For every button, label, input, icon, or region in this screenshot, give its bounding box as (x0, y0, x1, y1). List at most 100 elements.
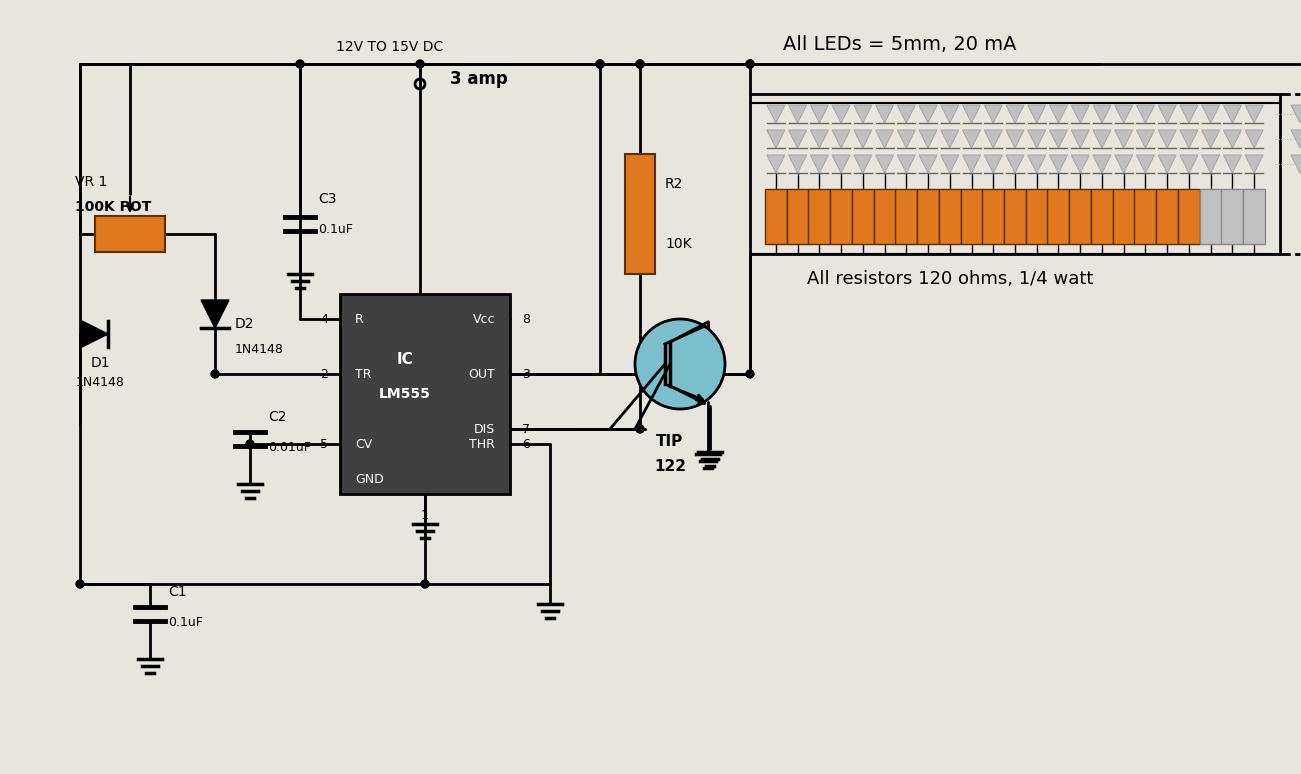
Circle shape (297, 60, 304, 68)
Circle shape (596, 60, 604, 68)
Text: 3 amp: 3 amp (450, 70, 507, 88)
Polygon shape (1006, 130, 1024, 148)
Polygon shape (1180, 105, 1198, 123)
Text: 122: 122 (654, 459, 686, 474)
Polygon shape (1115, 155, 1133, 173)
Bar (95, 216, 165, 252)
Text: 0.1uF: 0.1uF (317, 222, 353, 235)
Text: TR: TR (355, 368, 372, 381)
Text: Vcc: Vcc (472, 313, 494, 326)
Polygon shape (1071, 130, 1089, 148)
Text: THR: THR (470, 437, 494, 450)
Text: R: R (355, 313, 364, 326)
Polygon shape (766, 130, 785, 148)
Bar (340, 294, 510, 494)
Polygon shape (1137, 105, 1154, 123)
Polygon shape (1050, 105, 1068, 123)
Bar (917, 189, 939, 244)
Bar (624, 154, 654, 274)
Circle shape (745, 60, 755, 68)
Polygon shape (1050, 130, 1068, 148)
Text: 1N4148: 1N4148 (75, 376, 125, 389)
Polygon shape (985, 155, 1002, 173)
Polygon shape (1093, 155, 1111, 173)
Bar (982, 189, 1004, 244)
Circle shape (416, 60, 424, 68)
Polygon shape (1291, 155, 1301, 173)
Bar (852, 189, 874, 244)
Polygon shape (876, 155, 894, 173)
Bar (1047, 189, 1069, 244)
Bar (1157, 189, 1179, 244)
Polygon shape (833, 130, 850, 148)
Polygon shape (1028, 130, 1046, 148)
Polygon shape (1071, 155, 1089, 173)
Polygon shape (963, 105, 981, 123)
Text: 12V TO 15V DC: 12V TO 15V DC (337, 40, 444, 54)
Polygon shape (919, 130, 937, 148)
Bar (1134, 189, 1157, 244)
Text: 6: 6 (522, 437, 530, 450)
Circle shape (75, 580, 85, 588)
Text: 2: 2 (320, 368, 328, 381)
Polygon shape (1223, 105, 1241, 123)
Polygon shape (876, 130, 894, 148)
Polygon shape (853, 130, 872, 148)
Polygon shape (1115, 105, 1133, 123)
Circle shape (246, 440, 254, 448)
Bar (749, 94, 1280, 254)
Bar (765, 189, 787, 244)
Polygon shape (941, 155, 959, 173)
Bar (808, 189, 830, 244)
Bar (1092, 189, 1112, 244)
Polygon shape (898, 155, 916, 173)
Polygon shape (876, 105, 894, 123)
Polygon shape (1050, 155, 1068, 173)
Text: 3: 3 (522, 368, 530, 381)
Polygon shape (766, 155, 785, 173)
Bar (895, 189, 917, 244)
Text: 100K POT: 100K POT (75, 200, 151, 214)
Circle shape (745, 370, 755, 378)
Bar (830, 189, 852, 244)
Polygon shape (1137, 155, 1154, 173)
Text: R2: R2 (665, 177, 683, 191)
Text: C3: C3 (317, 192, 337, 206)
Polygon shape (1202, 155, 1219, 173)
Bar (1069, 189, 1092, 244)
Text: CV: CV (355, 437, 372, 450)
Bar (1244, 189, 1265, 244)
Polygon shape (1093, 105, 1111, 123)
Polygon shape (1180, 155, 1198, 173)
Text: All resistors 120 ohms, 1/4 watt: All resistors 120 ohms, 1/4 watt (807, 270, 1093, 288)
Polygon shape (766, 105, 785, 123)
Text: 10K: 10K (665, 237, 692, 251)
Text: VR 1: VR 1 (75, 175, 108, 189)
Bar (1025, 189, 1047, 244)
Polygon shape (1180, 130, 1198, 148)
Polygon shape (1028, 105, 1046, 123)
Polygon shape (833, 155, 850, 173)
Polygon shape (963, 130, 981, 148)
Polygon shape (811, 155, 829, 173)
Text: 4: 4 (320, 313, 328, 326)
Text: All LEDs = 5mm, 20 mA: All LEDs = 5mm, 20 mA (783, 35, 1017, 53)
Circle shape (211, 370, 219, 378)
Polygon shape (1245, 130, 1263, 148)
Polygon shape (1158, 105, 1176, 123)
Bar (1004, 189, 1026, 244)
Text: D1: D1 (90, 356, 109, 370)
Polygon shape (985, 105, 1002, 123)
Polygon shape (1223, 155, 1241, 173)
Polygon shape (898, 105, 916, 123)
Polygon shape (1291, 130, 1301, 148)
Bar (1177, 189, 1200, 244)
Text: 0.1uF: 0.1uF (168, 615, 203, 628)
Polygon shape (833, 105, 850, 123)
Circle shape (422, 580, 429, 588)
Bar (873, 189, 895, 244)
Bar (939, 189, 960, 244)
Polygon shape (1158, 155, 1176, 173)
Text: D2: D2 (235, 317, 255, 331)
Circle shape (636, 60, 644, 68)
